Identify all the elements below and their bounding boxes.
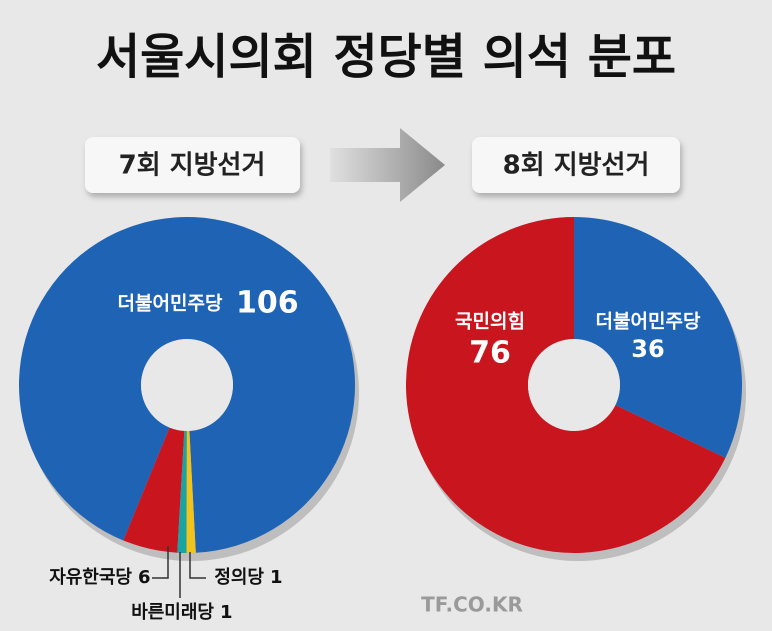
slice-value: 6 xyxy=(138,567,151,588)
slice-value: 76 xyxy=(469,336,511,371)
slice-label: 더불어민주당 xyxy=(596,311,701,333)
donut-slice xyxy=(123,427,185,553)
slice-label: 바른미래당 xyxy=(131,602,214,623)
slice-label: 정의당 xyxy=(214,567,264,588)
main-title: 서울시의회 정당별 의석 분포 xyxy=(96,29,676,85)
slice-label: 더불어민주당 xyxy=(118,293,223,315)
leader-line xyxy=(152,546,169,579)
watermark: TF.CO.KR xyxy=(421,593,523,617)
donut-slice xyxy=(177,430,187,553)
arrow xyxy=(330,128,445,202)
chart-title: 8회 지방선거 xyxy=(503,151,650,181)
slice-value: 1 xyxy=(270,567,283,588)
slice-value: 36 xyxy=(631,335,664,363)
slice-value: 1 xyxy=(220,602,233,623)
donut-hole xyxy=(141,339,233,431)
donut-slice xyxy=(406,217,726,554)
subtitle-box xyxy=(472,137,680,193)
slice-value: 106 xyxy=(236,286,299,321)
slice-label: 국민의힘 xyxy=(455,311,525,333)
subtitle-box xyxy=(85,137,300,193)
donut-slice xyxy=(19,217,356,553)
donut-slice xyxy=(186,430,196,554)
donut-slice xyxy=(574,217,743,458)
chart-title: 7회 지방선거 xyxy=(119,151,266,181)
slice-label: 자유한국당 xyxy=(49,567,132,588)
leader-line xyxy=(189,552,206,579)
donut-hole xyxy=(528,339,620,431)
